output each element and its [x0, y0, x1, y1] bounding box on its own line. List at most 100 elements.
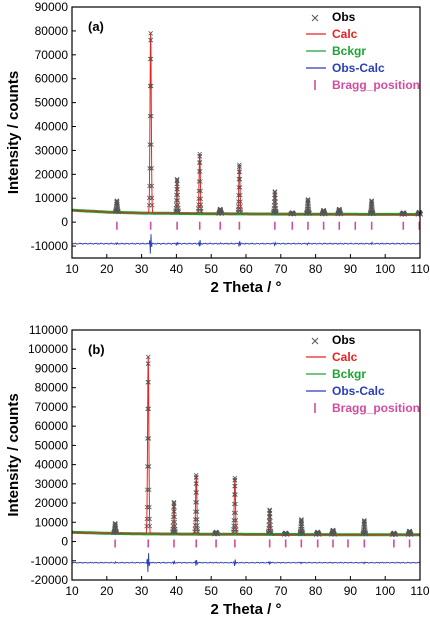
obs-marker [236, 176, 242, 182]
obs-marker [149, 166, 154, 171]
obs-marker [173, 529, 178, 534]
obs-marker [273, 209, 279, 215]
y-tick-label: -10000 [31, 554, 69, 568]
y-tick-label: 20000 [35, 167, 69, 181]
obs-marker [148, 83, 154, 89]
obs-marker [174, 176, 180, 182]
y-tick-label: 90000 [35, 0, 69, 14]
obs-marker [305, 197, 311, 203]
x-tick-label: 60 [239, 584, 253, 598]
obs-points [113, 31, 424, 217]
y-tick-label: 60000 [35, 72, 69, 86]
chart-panel-a: 10 20 30 40 50 60 70 80 90 100 110 -10000 0 10000 2000… [5, 0, 430, 296]
x-tick-label: 80 [309, 584, 323, 598]
obs-marker [193, 481, 199, 486]
chart-panel-b: 10 20 30 40 50 60 70 80 90 100 110 -20000 -10000 0 100… [5, 323, 430, 618]
obs-marker [171, 499, 177, 505]
obs-marker [219, 211, 225, 216]
y-tick-label: 70000 [35, 400, 69, 414]
obs-marker [148, 31, 153, 36]
obs-marker [149, 195, 155, 201]
obs-marker [175, 192, 181, 198]
obs-marker [149, 142, 154, 147]
obs-marker [237, 164, 242, 169]
plot-frame [71, 329, 421, 581]
obs-marker [232, 477, 238, 483]
obs-marker [114, 530, 120, 536]
y-tick-label: 80000 [35, 381, 69, 395]
legend-obs-marker [311, 14, 319, 22]
obs-marker [198, 179, 203, 184]
obs-marker [393, 532, 398, 537]
obs-marker [196, 169, 202, 174]
legend-entry: Bragg_position [332, 401, 420, 415]
obs-marker [408, 532, 414, 537]
legend-entry: Obs-Calc [332, 384, 385, 398]
obs-marker [273, 195, 278, 201]
obs-marker [148, 56, 154, 62]
obs-marker [233, 501, 238, 507]
obs-marker [237, 162, 242, 168]
obs-marker [194, 500, 200, 505]
obs-marker [196, 188, 202, 194]
x-tick-label: 110 [410, 584, 429, 598]
y-tick-label: 40000 [35, 120, 69, 134]
obs-marker [231, 518, 237, 523]
calc-line [71, 33, 421, 215]
obs-marker [147, 504, 152, 510]
x-tick-label: 80 [309, 262, 323, 276]
legend-entry: Obs-Calc [332, 61, 385, 75]
obs-marker [146, 406, 152, 412]
y-tick-label: 70000 [35, 48, 69, 62]
obs-marker [237, 176, 243, 182]
obs-marker [172, 504, 177, 509]
x-tick-label: 70 [274, 584, 288, 598]
obs-marker [271, 203, 277, 208]
obs-marker [215, 531, 220, 537]
obs-marker [193, 490, 198, 495]
legend-entry: Bckgr [332, 367, 366, 381]
obs-marker [267, 514, 273, 520]
obs-marker [268, 530, 274, 535]
obs-marker [174, 192, 179, 198]
obs-marker [194, 517, 200, 522]
obs-marker [170, 514, 176, 520]
obs-marker [172, 509, 177, 514]
obs-marker [198, 202, 204, 207]
y-tick-label: 80000 [35, 24, 69, 38]
x-tick-label: 90 [344, 584, 358, 598]
obs-marker [173, 530, 178, 535]
obs-marker [363, 530, 368, 535]
obs-marker [362, 518, 367, 524]
y-tick-label: 60000 [35, 419, 69, 433]
obs-marker [145, 406, 150, 412]
obs-marker [192, 517, 198, 522]
obs-marker [194, 509, 200, 514]
obs-marker [322, 211, 328, 217]
obs-marker [236, 199, 241, 204]
y-tick-label: 0 [61, 535, 68, 549]
y-tick-label: 30000 [35, 143, 69, 157]
obs-marker [147, 142, 153, 147]
obs-marker [145, 354, 151, 360]
obs-marker [306, 209, 312, 215]
obs-marker [116, 209, 121, 215]
obs-marker [307, 211, 312, 216]
obs-calc-line [71, 234, 420, 254]
obs-marker [370, 211, 376, 217]
obs-marker [173, 198, 179, 203]
y-tick-label: 10000 [35, 191, 69, 205]
obs-marker [231, 501, 237, 507]
obs-marker [149, 183, 155, 189]
y-tick-label: 110000 [29, 323, 68, 337]
legend-entry: Bckgr [332, 44, 366, 58]
obs-marker [146, 487, 152, 493]
x-tick-label: 40 [170, 262, 184, 276]
obs-marker [291, 211, 297, 217]
obs-marker [236, 169, 242, 175]
legend: Obs Calc Bckgr Obs-Calc Bragg_position [306, 10, 420, 92]
obs-marker [148, 56, 153, 62]
obs-marker [145, 436, 150, 441]
x-tick-label: 20 [100, 262, 114, 276]
